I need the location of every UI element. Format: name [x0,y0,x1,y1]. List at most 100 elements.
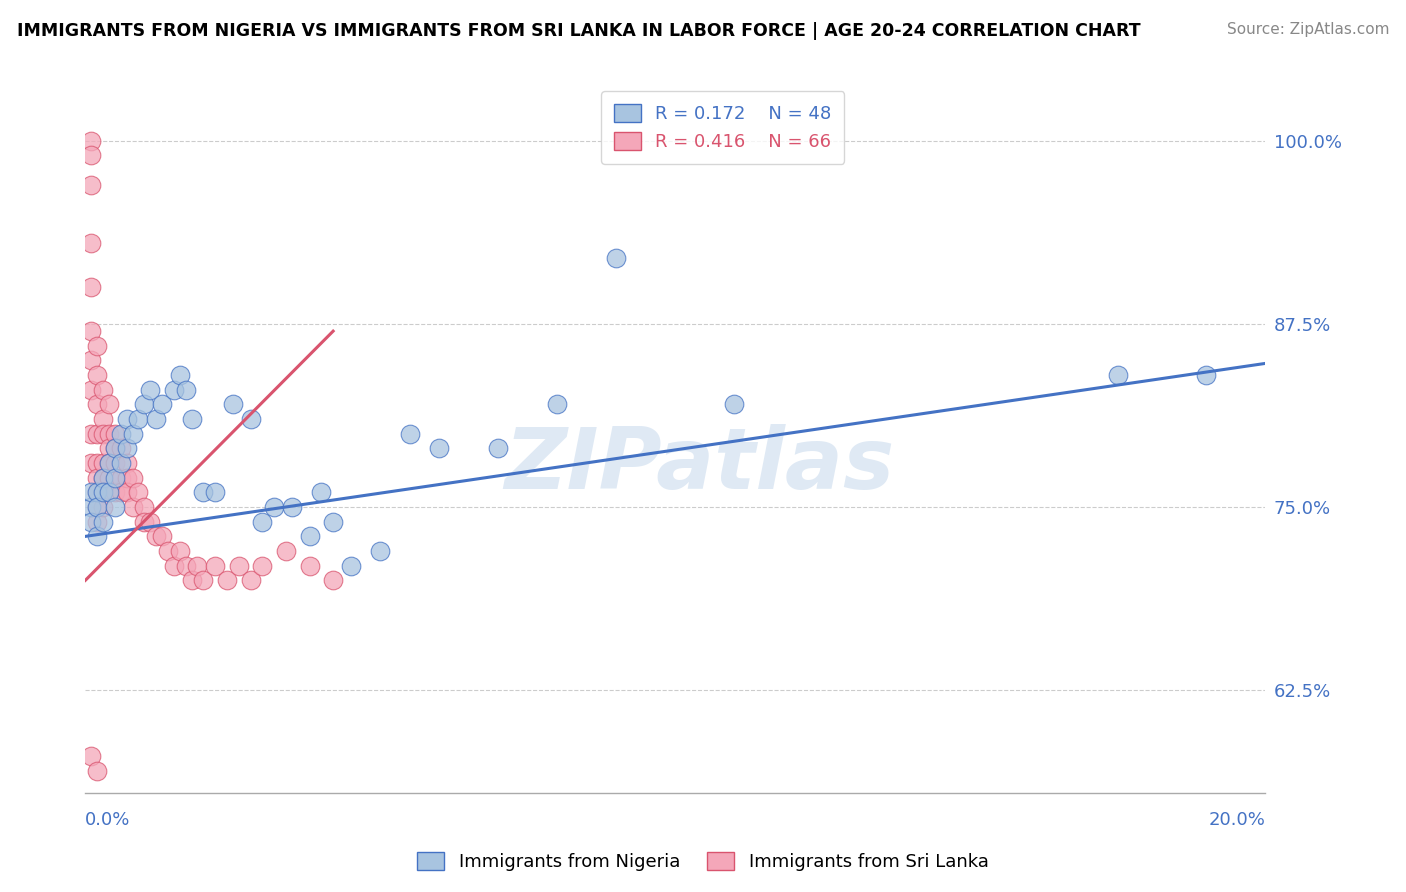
Point [80,485,103,500]
Point [174,383,197,397]
Point [97,456,120,470]
Point [91,500,114,514]
Point [86,529,108,543]
Point [80,500,103,514]
Point [91,412,114,426]
Point [80,280,103,294]
Point [145,529,167,543]
Point [134,397,156,411]
Point [115,442,138,456]
Point [110,456,132,470]
Point [91,471,114,485]
Point [104,442,127,456]
Point [104,485,127,500]
Point [104,500,127,514]
Point [427,442,450,456]
Point [204,558,226,573]
Point [86,339,108,353]
Point [97,471,120,485]
Point [80,134,103,148]
Point [80,456,103,470]
Point [86,485,108,500]
Text: Source: ZipAtlas.com: Source: ZipAtlas.com [1226,22,1389,37]
Legend: R = 0.172    N = 48, R = 0.416    N = 66: R = 0.172 N = 48, R = 0.416 N = 66 [600,91,844,164]
Point [156,544,179,558]
Point [86,426,108,441]
Legend: Immigrants from Nigeria, Immigrants from Sri Lanka: Immigrants from Nigeria, Immigrants from… [411,845,995,879]
Point [281,500,304,514]
Point [115,485,138,500]
Point [1195,368,1218,383]
Point [86,500,108,514]
Point [228,558,250,573]
Point [204,485,226,500]
Text: 0.0%: 0.0% [86,811,131,829]
Point [1107,368,1129,383]
Point [127,412,149,426]
Point [127,485,149,500]
Point [121,426,143,441]
Point [186,558,208,573]
Point [86,471,108,485]
Point [80,324,103,338]
Point [104,442,127,456]
Point [86,397,108,411]
Point [115,456,138,470]
Point [86,515,108,529]
Point [139,383,162,397]
Point [193,574,215,588]
Point [91,456,114,470]
Point [91,383,114,397]
Point [163,558,186,573]
Point [104,426,127,441]
Point [97,485,120,500]
Point [180,412,202,426]
Point [86,368,108,383]
Point [97,456,120,470]
Point [370,544,392,558]
Point [91,485,114,500]
Point [193,485,215,500]
Point [80,148,103,162]
Point [150,397,173,411]
Point [263,500,285,514]
Point [80,236,103,251]
Point [322,574,344,588]
Point [86,456,108,470]
Point [340,558,363,573]
Point [311,485,333,500]
Point [80,749,103,764]
Point [546,397,568,411]
Point [169,544,191,558]
Point [104,471,127,485]
Point [97,397,120,411]
Point [97,426,120,441]
Point [86,764,108,778]
Point [91,471,114,485]
Point [80,426,103,441]
Point [86,485,108,500]
Point [298,529,321,543]
Point [239,574,262,588]
Point [169,368,191,383]
Point [134,500,156,514]
Point [134,515,156,529]
Point [398,426,420,441]
Point [139,515,162,529]
Text: ZIPatlas: ZIPatlas [503,425,894,508]
Point [80,178,103,192]
Point [180,574,202,588]
Point [298,558,321,573]
Point [121,471,143,485]
Point [91,515,114,529]
Point [274,544,297,558]
Point [80,515,103,529]
Point [252,558,274,573]
Point [215,574,238,588]
Point [110,426,132,441]
Point [723,397,745,411]
Point [150,529,173,543]
Point [322,515,344,529]
Text: 20.0%: 20.0% [1209,811,1265,829]
Point [174,558,197,573]
